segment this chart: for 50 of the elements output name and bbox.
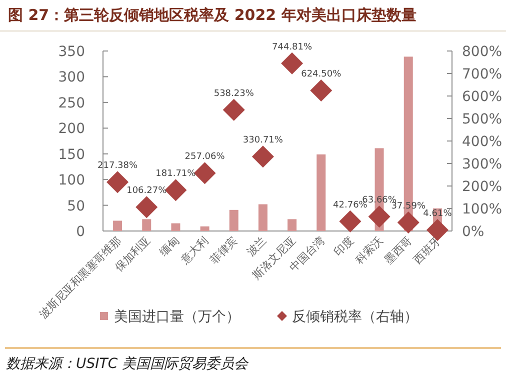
y-tick-label: 250 bbox=[58, 95, 85, 112]
bar bbox=[171, 223, 180, 231]
point bbox=[136, 196, 158, 218]
y-tick-label: 200 bbox=[58, 121, 85, 138]
point bbox=[106, 171, 129, 194]
y2-tick-label: 0% bbox=[462, 224, 484, 240]
data-label: 538.23% bbox=[214, 88, 254, 99]
data-label: 181.71% bbox=[156, 169, 196, 180]
x-tick-label: 波兰 bbox=[244, 234, 270, 259]
data-label: 330.71% bbox=[242, 136, 284, 146]
y2-tick-label: 400% bbox=[462, 134, 502, 150]
point bbox=[164, 179, 187, 202]
x-tick-label: 缅甸 bbox=[157, 234, 182, 259]
bar bbox=[316, 154, 326, 231]
source-note: 数据来源：USITC 美国国际贸易委员会 bbox=[6, 356, 250, 372]
bar bbox=[258, 204, 268, 231]
point bbox=[310, 79, 332, 102]
chart-title: 图 27：第三轮反倾销地区税率及 2022 年对美出口床垫数量 bbox=[8, 6, 416, 24]
bar bbox=[200, 226, 210, 231]
bar bbox=[142, 219, 152, 231]
point bbox=[252, 146, 274, 168]
y-tick-label: 0 bbox=[76, 224, 85, 240]
y2-tick-label: 100% bbox=[462, 202, 502, 218]
data-label: 257.06% bbox=[184, 152, 226, 162]
legend-label: 美国进口量（万个） bbox=[114, 309, 240, 325]
y2-tick-label: 300% bbox=[462, 156, 502, 172]
y-tick-label: 100 bbox=[58, 172, 85, 189]
y-tick-label: 350 bbox=[58, 44, 85, 60]
y-tick-label: 150 bbox=[58, 146, 85, 163]
point bbox=[281, 52, 304, 74]
y-tick-label: 300 bbox=[58, 70, 85, 86]
legend-label: 反倾销税率（右轴） bbox=[292, 309, 418, 325]
point bbox=[397, 212, 420, 234]
bar bbox=[288, 219, 297, 231]
data-label: 744.81% bbox=[272, 42, 313, 52]
bar bbox=[113, 220, 122, 231]
data-label: 106.27% bbox=[126, 186, 168, 196]
y2-tick-label: 200% bbox=[462, 179, 502, 195]
point bbox=[368, 206, 390, 228]
y2-tick-label: 600% bbox=[462, 89, 502, 105]
y2-tick-label: 700% bbox=[462, 66, 502, 82]
point bbox=[222, 98, 245, 121]
bar bbox=[229, 210, 238, 231]
y2-tick-label: 800% bbox=[462, 44, 502, 60]
data-label: 624.50% bbox=[301, 69, 342, 80]
point bbox=[339, 210, 362, 232]
y-tick-label: 50 bbox=[67, 198, 85, 214]
point bbox=[194, 162, 216, 184]
data-label: 42.76% bbox=[333, 200, 368, 210]
y2-tick-label: 500% bbox=[462, 112, 502, 128]
